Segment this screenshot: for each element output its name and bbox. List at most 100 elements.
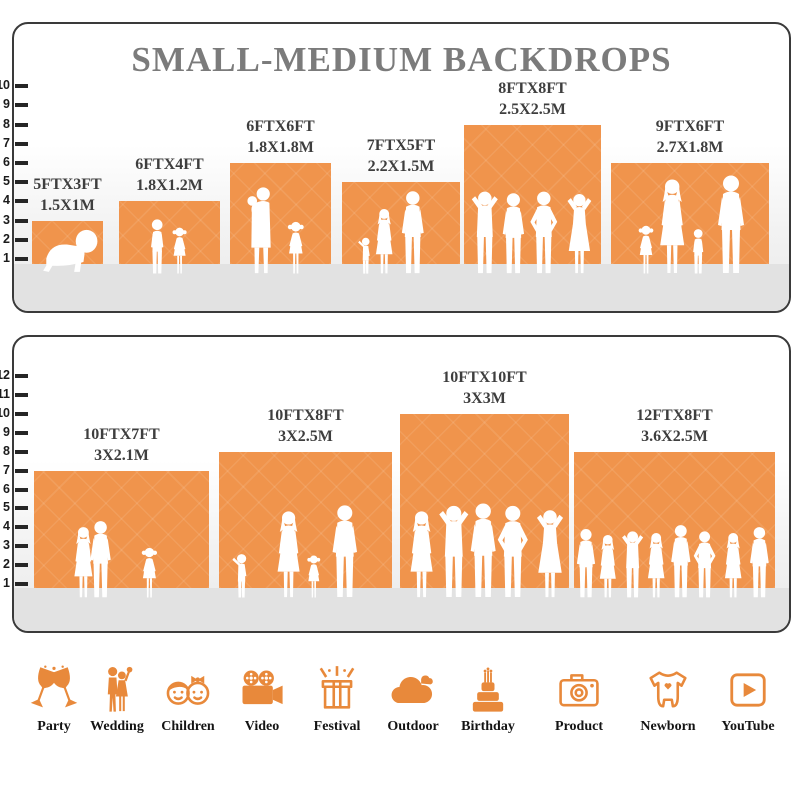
- size-label-ft: 12FTX8FT: [636, 406, 713, 424]
- axis-tick-label: 2: [3, 231, 10, 246]
- axis-tick: [15, 141, 28, 146]
- backdrop-size-label: 6FTX4FT 1.8X1.2M: [135, 154, 203, 196]
- axis-tick-label: 4: [3, 519, 10, 534]
- category-label: Newborn: [640, 719, 696, 734]
- category-label: YouTube: [721, 719, 775, 734]
- silhouette-woman: [404, 510, 439, 598]
- backdrop-bar-10ftx8ft: [219, 451, 392, 588]
- silhouette-woman: [595, 534, 621, 598]
- category-party: Party: [11, 664, 97, 735]
- size-label-m: 1.8X1.8M: [247, 139, 314, 156]
- axis-tick: [15, 411, 28, 416]
- category-label: Wedding: [90, 719, 144, 734]
- silhouette-man: [711, 174, 751, 274]
- size-label-m: 3X2.5M: [278, 427, 333, 445]
- axis-tick-label: 12: [0, 368, 10, 383]
- category-birthday: Birthday: [445, 664, 531, 735]
- size-label-ft: 5FTX3FT: [33, 175, 102, 193]
- backdrop-bar-6ftx4ft: [119, 201, 220, 264]
- axis-tick: [15, 161, 28, 165]
- axis-tick-label: 1: [3, 576, 10, 590]
- silhouette-girl: [170, 226, 189, 274]
- axis-tick-label: 1: [3, 251, 10, 265]
- backdrop-size-label: 10FTX8FT 3X2.5M: [267, 405, 343, 447]
- category-wedding: Wedding: [74, 664, 160, 735]
- size-label-m: 1.5X1M: [40, 196, 95, 214]
- size-label-ft: 9FTX6FT: [655, 118, 725, 135]
- category-label: Children: [161, 719, 215, 734]
- silhouette-man-akimbo: [527, 190, 561, 274]
- size-label-ft: 6FTX4FT: [135, 156, 204, 174]
- ground-area: [14, 588, 789, 631]
- size-label-ft: 7FTX5FT: [366, 137, 436, 155]
- silhouette-boy: [689, 228, 707, 274]
- silhouette-girl: [139, 546, 160, 598]
- size-label-ft: 10FTX10FT: [442, 368, 527, 386]
- axis-tick: [15, 430, 28, 435]
- backdrop-size-label: 6FTX6FT 1.8X1.8M: [246, 116, 314, 158]
- video-icon: [236, 664, 288, 716]
- backdrop-bar-9ftx6ft: [611, 163, 769, 264]
- birthday-icon: [462, 664, 514, 716]
- small-medium-backdrops-panel: SMALL-MEDIUM BACKDROPS 1 2 3 4 5 6 7 8 9 10 5FTX3F…: [0, 22, 791, 313]
- axis-tick: [15, 506, 28, 511]
- size-label-ft: 8FTX8FT: [498, 79, 567, 97]
- backdrop-bar-10ftx7ft: [34, 470, 209, 588]
- axis-tick-label: 9: [3, 424, 10, 439]
- size-label-m: 3X2.1M: [94, 446, 149, 464]
- axis-tick: [15, 218, 28, 223]
- size-label-m: 2.5X2.5M: [499, 100, 566, 118]
- silhouette-man-akimbo: [494, 504, 532, 598]
- axis-tick: [15, 257, 28, 261]
- category-youtube: YouTube: [705, 664, 791, 735]
- silhouette-mother: [243, 186, 278, 274]
- silhouette-girl: [305, 554, 323, 598]
- axis-tick: [15, 84, 28, 89]
- axis-tick-label: 7: [3, 462, 10, 477]
- silhouette-man: [497, 192, 530, 274]
- silhouette-toddler: [357, 236, 372, 274]
- size-label-ft: 10FTX8FT: [267, 406, 344, 424]
- large-backdrops-panel: 12345678910111210FTX7FT3X2.1M10FTX8FT3X2…: [0, 335, 791, 633]
- silhouette-baby: [38, 226, 100, 274]
- silhouette-toddler: [231, 552, 249, 598]
- category-label: Birthday: [461, 719, 515, 734]
- axis-tick: [15, 468, 28, 473]
- category-label: Product: [555, 719, 603, 734]
- backdrop-size-label: 12FTX8FT 3.6X2.5M: [636, 405, 712, 447]
- size-label-m: 2.2X1.5M: [367, 158, 435, 176]
- backdrop-size-label: 8FTX8FT 2.5X2.5M: [498, 78, 566, 120]
- category-newborn: Newborn: [625, 664, 711, 735]
- size-label-ft: 6FTX6FT: [246, 118, 315, 135]
- wedding-icon: [91, 664, 143, 716]
- backdrop-bar-7ftx5ft: [342, 182, 460, 264]
- category-label: Party: [37, 719, 71, 734]
- product-icon: [553, 664, 605, 716]
- axis-tick-label: 5: [3, 500, 10, 515]
- backdrop-size-label: 7FTX5FT 2.2X1.5M: [367, 135, 435, 177]
- backdrop-size-label: 5FTX3FT 1.5X1M: [33, 174, 101, 216]
- backdrop-size-label: 10FTX7FT 3X2.1M: [83, 424, 159, 466]
- chart-title: SMALL-MEDIUM BACKDROPS: [131, 40, 672, 79]
- axis-tick-label: 4: [3, 193, 10, 208]
- axis-tick-label: 10: [0, 405, 10, 420]
- size-label-m: 3X3M: [463, 389, 506, 407]
- axis-tick: [15, 180, 28, 185]
- silhouette-man: [85, 520, 116, 598]
- backdrop-bar-12ftx8ft: [574, 451, 775, 588]
- party-icon: [28, 664, 80, 716]
- silhouette-woman: [371, 208, 397, 274]
- festival-icon: [311, 664, 363, 716]
- axis-tick-label: 6: [3, 155, 10, 169]
- backdrop-size-label: 10FTX10FT 3X3M: [442, 367, 526, 409]
- axis-tick-label: 6: [3, 481, 10, 496]
- silhouette-woman-up: [563, 192, 596, 274]
- silhouette-man: [326, 504, 364, 598]
- axis-tick: [15, 237, 28, 242]
- axis-tick: [15, 103, 28, 108]
- ground-area: [14, 264, 789, 311]
- youtube-icon: [722, 664, 774, 716]
- axis-tick-label: 10: [0, 78, 10, 93]
- silhouette-woman-up: [532, 508, 568, 598]
- size-label-m: 3.6X2.5M: [641, 427, 708, 445]
